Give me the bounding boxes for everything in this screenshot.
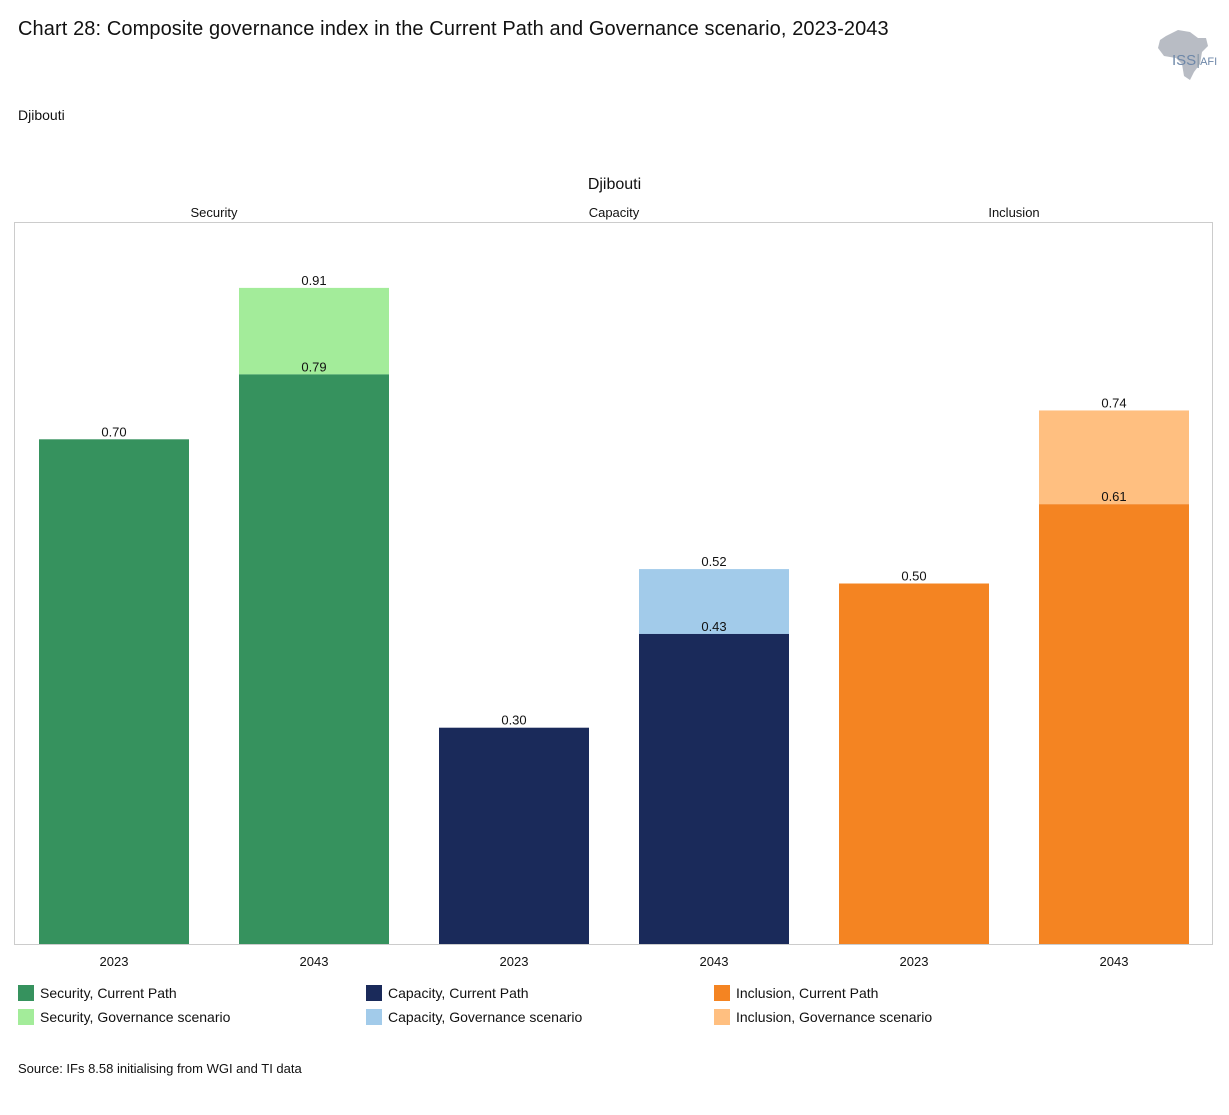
x-tick-label: 2043 — [700, 954, 729, 969]
legend-label: Security, Governance scenario — [40, 1009, 231, 1025]
legend-item-security-governance: Security, Governance scenario — [18, 1009, 230, 1025]
plot-title: Djibouti — [587, 176, 642, 193]
legend-item-capacity-current: Capacity, Current Path — [366, 985, 529, 1001]
legend-swatch — [18, 985, 34, 1001]
x-tick-label: 2023 — [100, 954, 129, 969]
chart-title-main: Chart 28: Composite governance index in … — [18, 18, 889, 40]
logo-divider: | — [1196, 52, 1201, 69]
bar-current-security-2043 — [239, 374, 389, 944]
legend-label: Security, Current Path — [40, 985, 177, 1001]
data-label-governance: 0.91 — [301, 273, 326, 288]
source-note: Source: IFs 8.58 initialising from WGI a… — [18, 1061, 302, 1076]
legend-swatch — [714, 985, 730, 1001]
bar-current-security-2023 — [39, 439, 189, 944]
bar-current-inclusion-2023 — [839, 583, 989, 944]
legend-swatch — [714, 1009, 730, 1025]
legend-swatch — [366, 985, 382, 1001]
panel-label-capacity: Capacity — [588, 205, 640, 220]
iss-logo: ISS|AFI — [1172, 52, 1217, 69]
bar-governance-security-2043 — [239, 287, 389, 375]
chart-subtitle: Djibouti — [18, 107, 65, 123]
logo-text: ISS — [1172, 52, 1197, 69]
legend-label: Inclusion, Current Path — [736, 985, 879, 1001]
legend-item-security-current: Security, Current Path — [18, 985, 177, 1001]
data-label-current: 0.30 — [501, 713, 526, 728]
legend-label: Capacity, Governance scenario — [388, 1009, 583, 1025]
legend-label: Inclusion, Governance scenario — [736, 1009, 933, 1025]
bar-chart: 0.70 2023 0.91 0.79 2043 0.30 2023 0.52 0.43 2043… — [14, 222, 1213, 969]
legend-swatch — [366, 1009, 382, 1025]
data-label-governance: 0.74 — [1101, 395, 1126, 410]
x-tick-label: 2023 — [500, 954, 529, 969]
africa-map-icon — [1158, 30, 1208, 80]
legend-item-inclusion-current: Inclusion, Current Path — [714, 985, 878, 1001]
bar-current-capacity-2023 — [439, 727, 589, 944]
x-tick-label: 2043 — [300, 954, 329, 969]
legend-swatch — [18, 1009, 34, 1025]
legend-item-inclusion-governance: Inclusion, Governance scenario — [714, 1009, 932, 1025]
data-label-current: 0.50 — [901, 569, 926, 584]
bar-governance-inclusion-2043 — [1039, 410, 1189, 505]
data-label-current: 0.43 — [701, 619, 726, 634]
x-tick-label: 2023 — [900, 954, 929, 969]
bar-current-capacity-2043 — [639, 633, 789, 944]
bar-governance-capacity-2043 — [639, 569, 789, 634]
logo-suffix: AFI — [1200, 56, 1218, 68]
plot-frame — [14, 222, 1213, 945]
bar-current-inclusion-2043 — [1039, 504, 1189, 944]
data-label-governance: 0.52 — [701, 554, 726, 569]
panel-label-security: Security — [190, 205, 238, 220]
legend: Security, Current Path Security, Governa… — [18, 985, 1218, 1045]
data-label-current: 0.70 — [101, 424, 126, 439]
data-label-current: 0.61 — [1101, 489, 1126, 504]
data-label-current: 0.79 — [301, 359, 326, 374]
legend-label: Capacity, Current Path — [388, 985, 529, 1001]
x-tick-label: 2043 — [1100, 954, 1129, 969]
legend-item-capacity-governance: Capacity, Governance scenario — [366, 1009, 582, 1025]
panel-label-inclusion: Inclusion — [988, 205, 1040, 220]
